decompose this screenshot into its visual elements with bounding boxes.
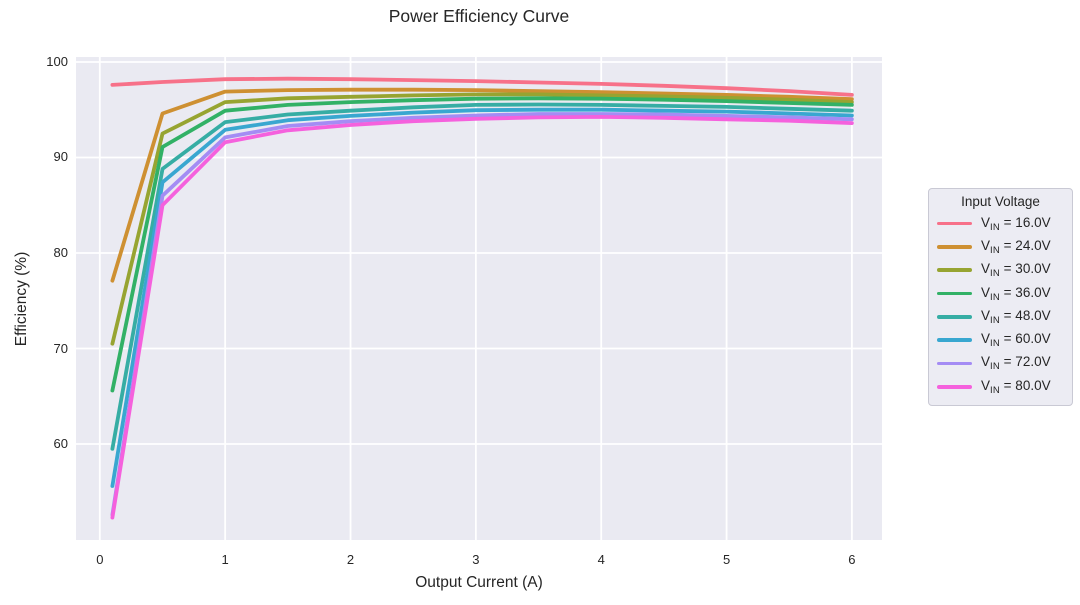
legend-label: VIN = 80.0V: [981, 377, 1051, 396]
x-axis-label: Output Current (A): [415, 574, 543, 591]
series-line-48.0V: [110, 102, 854, 451]
plot-background: [76, 57, 882, 540]
x-tick-label: 2: [346, 552, 355, 567]
legend-title: Input Voltage: [961, 194, 1040, 209]
legend-label: VIN = 36.0V: [981, 284, 1051, 303]
series-line-36.0V: [110, 96, 854, 393]
legend-line-swatch: [937, 384, 972, 389]
legend-item: VIN = 24.0V: [929, 235, 1072, 258]
chart-title: Power Efficiency Curve: [388, 6, 570, 26]
legend-item: VIN = 48.0V: [929, 305, 1072, 328]
legend-label: VIN = 72.0V: [981, 354, 1051, 373]
legend-item: VIN = 30.0V: [929, 259, 1072, 282]
legend-item: VIN = 60.0V: [929, 328, 1072, 351]
legend: Input Voltage VIN = 16.0V VIN = 24.0V VIN …: [928, 188, 1073, 407]
legend-line-swatch: [937, 338, 972, 342]
series-line-30.0V: [110, 92, 854, 346]
legend-line-swatch: [937, 314, 972, 319]
series-line-72.0V: [110, 112, 854, 517]
y-tick-label: 60: [53, 436, 68, 451]
legend-line-swatch: [937, 361, 972, 366]
x-tick-label: 4: [597, 552, 605, 567]
legend-line-swatch: [937, 221, 972, 226]
x-tick-label: 6: [848, 552, 856, 567]
x-tick-label: 0: [96, 552, 104, 567]
legend-item: VIN = 72.0V: [929, 352, 1072, 375]
legend-line-swatch: [937, 291, 972, 296]
legend-line-swatch: [937, 268, 972, 273]
series-line-16.0V: [110, 76, 854, 97]
legend-item: VIN = 36.0V: [929, 282, 1072, 305]
series-line-60.0V: [110, 107, 854, 488]
legend-label: VIN = 24.0V: [981, 237, 1051, 256]
legend-label: VIN = 30.0V: [981, 261, 1051, 280]
x-tick-label: 3: [472, 552, 480, 567]
legend-line-swatch: [937, 245, 972, 249]
y-axis-label: Efficiency (%): [13, 251, 30, 347]
x-tick-label: 1: [221, 552, 229, 567]
y-tick-label: 100: [46, 53, 68, 69]
legend-label: VIN = 16.0V: [981, 214, 1051, 233]
legend-item: VIN = 80.0V: [929, 375, 1072, 398]
legend-item: VIN = 16.0V: [929, 212, 1072, 235]
legend-rows: VIN = 16.0V VIN = 24.0V VIN = 30.0V VIN = 3…: [929, 212, 1072, 398]
legend-label: VIN = 48.0V: [981, 307, 1051, 326]
y-tick-label: 70: [53, 340, 68, 356]
series-line-24.0V: [110, 87, 854, 283]
legend-label: VIN = 60.0V: [981, 331, 1051, 350]
x-tick-label: 5: [722, 552, 731, 567]
y-tick-label: 90: [53, 149, 68, 165]
y-tick-label: 80: [53, 244, 68, 260]
series-line-80.0V: [110, 115, 854, 520]
